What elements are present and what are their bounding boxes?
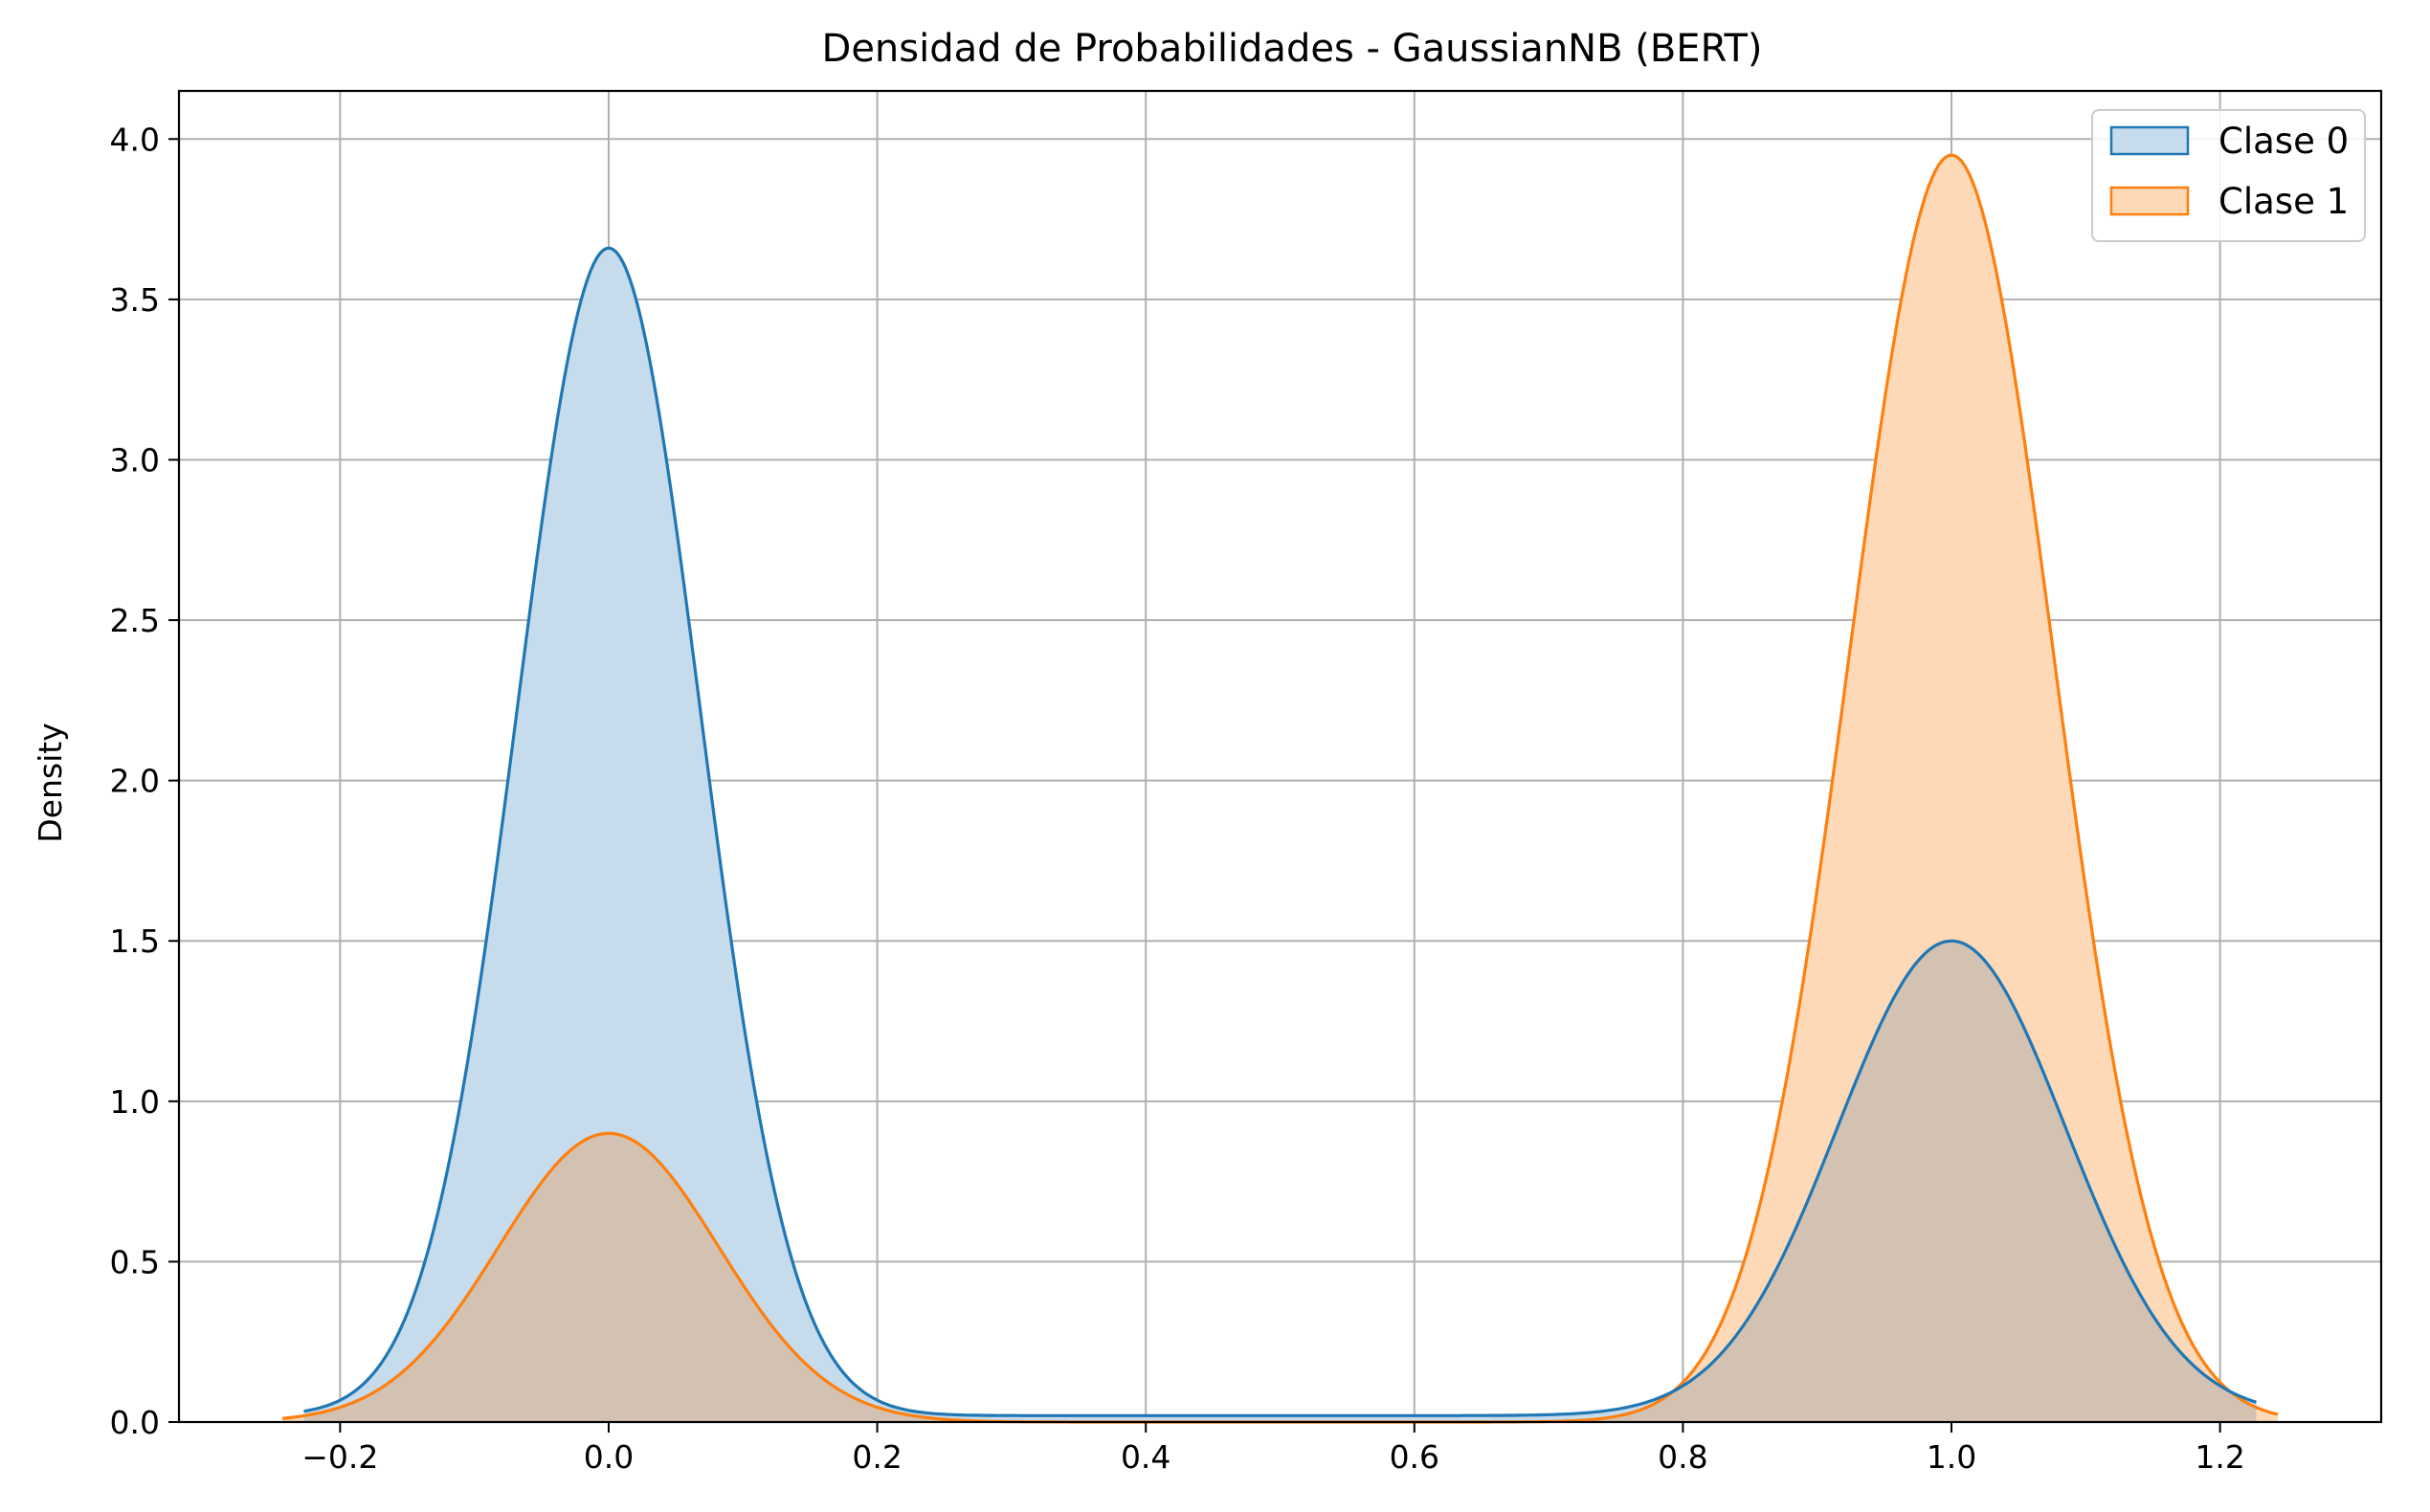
x-tick-label: 0.8 (1658, 1438, 1707, 1476)
y-tick-label: 1.5 (110, 923, 160, 960)
x-tick-label: 0.6 (1390, 1438, 1439, 1476)
plot-frame (177, 89, 2383, 1424)
x-axis-ticks: −0.2 0.0 0.2 0.4 0.6 0.8 1.0 1.2 (301, 1422, 2245, 1476)
y-tick-label: 3.0 (110, 441, 160, 478)
density-line-clase-0 (303, 246, 2257, 1417)
y-tick-label: 4.0 (110, 121, 160, 158)
y-tick-label: 2.0 (110, 763, 160, 800)
legend-swatch-clase-1 (2109, 186, 2190, 216)
chart-title: Densidad de Probabilidades - GaussianNB … (822, 27, 1763, 71)
legend-label-clase-1: Clase 1 (2218, 181, 2349, 222)
x-tick-label: 0.2 (852, 1438, 902, 1476)
y-tick-label: 1.0 (110, 1083, 160, 1121)
x-tick-label: 1.0 (1927, 1438, 1976, 1476)
y-tick-label: 3.5 (110, 281, 160, 319)
legend-swatch-clase-0 (2109, 125, 2190, 156)
legend-label-clase-0: Clase 0 (2218, 121, 2349, 162)
legend: Clase 0 Clase 1 (2091, 109, 2366, 242)
density-overlap-fill (303, 941, 2257, 1422)
y-tick-label: 0.0 (110, 1404, 160, 1441)
y-axis-ticks: 0.0 0.5 1.0 1.5 2.0 2.5 3.0 3.5 4.0 (110, 121, 179, 1441)
x-tick-label: 1.2 (2195, 1438, 2244, 1476)
x-tick-label: −0.2 (301, 1438, 378, 1476)
density-fills (282, 155, 2278, 1422)
x-tick-label: 0.0 (584, 1438, 634, 1476)
x-tick-label: 0.4 (1121, 1438, 1170, 1476)
y-axis-label: Density (32, 723, 69, 842)
y-tick-label: 0.5 (110, 1243, 160, 1280)
y-tick-label: 2.5 (110, 602, 160, 639)
